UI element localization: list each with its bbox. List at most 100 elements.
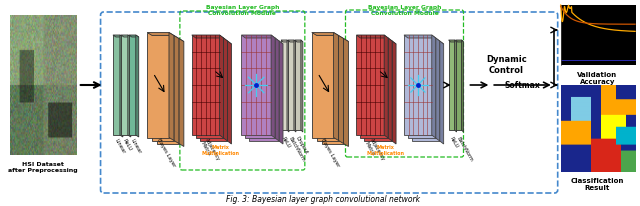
Polygon shape: [200, 41, 232, 44]
Bar: [360, 38, 388, 138]
Polygon shape: [152, 35, 179, 39]
Polygon shape: [129, 35, 139, 37]
Text: Linear: Linear: [130, 138, 143, 155]
Polygon shape: [360, 38, 392, 41]
Polygon shape: [404, 35, 436, 38]
Text: Validation
Accuracy: Validation Accuracy: [577, 72, 618, 85]
Bar: [241, 35, 271, 135]
Polygon shape: [120, 35, 123, 137]
Text: Linear: Linear: [114, 138, 127, 155]
Polygon shape: [147, 33, 174, 35]
Polygon shape: [440, 41, 444, 144]
Polygon shape: [179, 39, 184, 146]
Bar: [449, 40, 454, 130]
Bar: [364, 41, 392, 141]
Bar: [129, 35, 136, 135]
Polygon shape: [223, 38, 227, 141]
Polygon shape: [136, 35, 139, 137]
Polygon shape: [220, 35, 223, 138]
Polygon shape: [461, 40, 463, 132]
Polygon shape: [454, 40, 456, 132]
Text: Dynamic
Control: Dynamic Control: [486, 55, 527, 75]
Text: Fig. 3: Bayesian layer graph convolutional network: Fig. 3: Bayesian layer graph convolution…: [226, 195, 420, 205]
Text: Bayes Layer: Bayes Layer: [321, 138, 341, 169]
Bar: [200, 41, 227, 141]
Polygon shape: [449, 40, 456, 42]
Text: BatchNorm: BatchNorm: [287, 136, 306, 163]
Bar: [281, 40, 287, 130]
Text: ReLU: ReLU: [122, 138, 133, 152]
Polygon shape: [432, 35, 436, 138]
Polygon shape: [288, 40, 296, 42]
Text: Classification
Result: Classification Result: [571, 178, 624, 191]
Bar: [152, 35, 174, 140]
Polygon shape: [287, 40, 289, 132]
Polygon shape: [364, 41, 396, 44]
Polygon shape: [128, 35, 131, 137]
Polygon shape: [436, 38, 440, 141]
Text: Bayesian Layer Graph
Convolution Module: Bayesian Layer Graph Convolution Module: [205, 5, 279, 16]
Polygon shape: [121, 35, 131, 37]
Polygon shape: [157, 39, 184, 41]
Polygon shape: [241, 35, 275, 38]
Bar: [356, 35, 384, 135]
Polygon shape: [456, 40, 463, 42]
Text: ReLU: ReLU: [448, 136, 459, 149]
Polygon shape: [412, 41, 444, 44]
Bar: [245, 38, 275, 138]
Polygon shape: [279, 41, 283, 144]
Bar: [196, 38, 223, 138]
Bar: [317, 35, 339, 140]
Text: Bayesian Layer Graph
Convolution Module: Bayesian Layer Graph Convolution Module: [368, 5, 441, 16]
Text: BatchNorm: BatchNorm: [455, 136, 474, 163]
Polygon shape: [174, 35, 179, 144]
Polygon shape: [271, 35, 275, 138]
Polygon shape: [392, 41, 396, 144]
Text: HSI Dataset
after Preprocessing: HSI Dataset after Preprocessing: [8, 162, 78, 173]
Polygon shape: [312, 33, 339, 35]
Polygon shape: [301, 40, 303, 132]
Polygon shape: [408, 38, 440, 41]
Polygon shape: [113, 35, 123, 37]
Polygon shape: [317, 35, 344, 39]
Polygon shape: [294, 40, 296, 132]
Polygon shape: [250, 41, 283, 44]
Bar: [295, 40, 301, 130]
Polygon shape: [339, 35, 344, 144]
Bar: [250, 41, 279, 141]
Polygon shape: [295, 40, 303, 42]
Bar: [312, 33, 333, 137]
Bar: [121, 35, 128, 135]
Text: Matrix
Multiplication: Matrix Multiplication: [202, 145, 239, 156]
Bar: [157, 39, 179, 144]
Text: Dropout: Dropout: [294, 136, 309, 156]
Polygon shape: [388, 38, 392, 141]
Bar: [456, 40, 461, 130]
Polygon shape: [356, 35, 388, 38]
Bar: [113, 35, 120, 135]
Polygon shape: [344, 39, 348, 146]
Polygon shape: [322, 39, 348, 41]
Text: Adjacency
Matrix: Adjacency Matrix: [199, 138, 221, 165]
Polygon shape: [227, 41, 232, 144]
Polygon shape: [196, 38, 227, 41]
Text: Softmax: Softmax: [504, 81, 540, 89]
Polygon shape: [169, 33, 174, 140]
Bar: [412, 41, 440, 141]
Polygon shape: [275, 38, 279, 141]
Bar: [147, 33, 169, 137]
Text: Adjacency
Matrix: Adjacency Matrix: [364, 138, 386, 165]
Polygon shape: [281, 40, 289, 42]
Bar: [408, 38, 436, 138]
Text: ReLU: ReLU: [281, 136, 291, 149]
Bar: [288, 40, 294, 130]
Bar: [322, 39, 344, 144]
Text: Bayes Layer: Bayes Layer: [156, 138, 176, 169]
Text: Matrix
Multiplication: Matrix Multiplication: [366, 145, 404, 156]
Polygon shape: [384, 35, 388, 138]
Polygon shape: [192, 35, 223, 38]
Bar: [192, 35, 220, 135]
Polygon shape: [333, 33, 339, 140]
Bar: [404, 35, 432, 135]
Polygon shape: [245, 38, 279, 41]
